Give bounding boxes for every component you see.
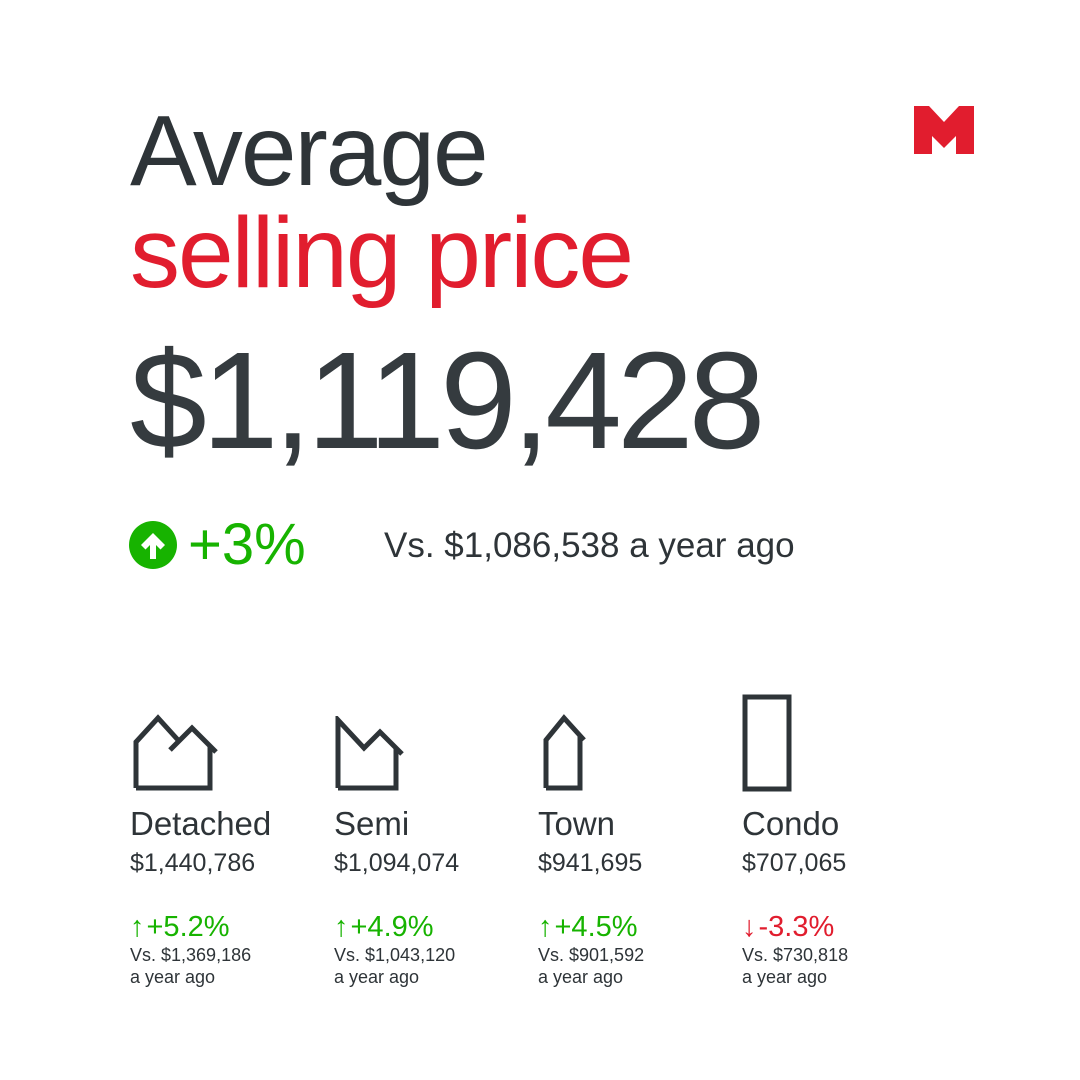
category-comparison: Vs. $1,369,186 [130,945,252,965]
arrow-up-icon: ↑ [334,911,349,943]
category-name: Semi [334,805,410,842]
average-price-value: $1,119,428 [130,324,765,478]
title-line-1: Average [130,95,489,207]
category-comparison: Vs. $1,043,120 [334,945,456,965]
town-house-icon [543,714,586,791]
category-comparison-suffix: a year ago [538,967,624,987]
category-change-percent: +4.9% [350,911,434,943]
category-change: ↑+5.2% [130,910,230,944]
category-price: $1,440,786 [130,849,256,877]
category-name: Town [538,805,616,842]
category-comparison: Vs. $901,592 [538,945,645,965]
category-change-percent: +5.2% [146,911,230,943]
condo-building-icon [742,694,792,792]
arrow-up-circle-icon [129,521,177,569]
category-change-percent: +4.5% [554,911,638,943]
m-logo [914,106,974,154]
arrow-up-icon: ↑ [538,911,553,943]
category-comparison-suffix: a year ago [742,967,828,987]
arrow-down-icon: ↓ [742,911,757,943]
category-price: $707,065 [742,849,847,877]
price-change-percent: +3% [188,512,306,577]
category-name: Condo [742,805,840,842]
price-comparison-text: Vs. $1,086,538 a year ago [384,526,795,565]
category-change: ↑+4.9% [334,910,434,944]
category-price: $941,695 [538,849,643,877]
category-change-percent: -3.3% [758,911,835,943]
category-comparison-suffix: a year ago [130,967,216,987]
category-name: Detached [130,805,272,842]
category-comparison: Vs. $730,818 [742,945,849,965]
category-comparison-suffix: a year ago [334,967,420,987]
semi-house-icon [335,716,404,791]
detached-house-icon [133,714,218,791]
category-change: ↑+4.5% [538,910,638,944]
category-change: ↓-3.3% [742,910,834,944]
title-line-2: selling price [130,197,634,309]
category-price: $1,094,074 [334,849,460,877]
arrow-up-icon: ↑ [130,911,145,943]
